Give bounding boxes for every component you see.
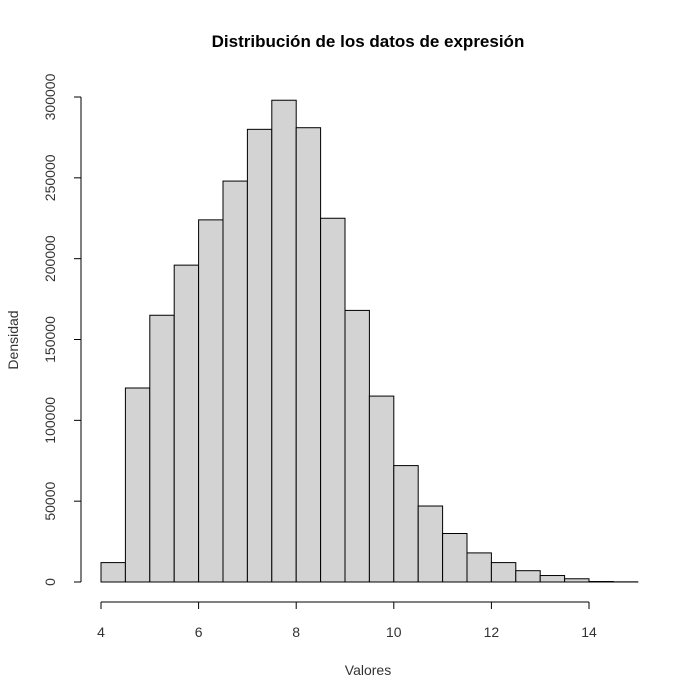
histogram-bar bbox=[466, 552, 492, 583]
y-tick-label: 250000 bbox=[42, 154, 58, 201]
histogram-bar bbox=[246, 128, 273, 583]
y-axis-label: Densidad bbox=[5, 310, 21, 369]
x-tick-label: 10 bbox=[386, 624, 402, 640]
y-tick-label: 300000 bbox=[42, 73, 58, 120]
histogram-bar bbox=[149, 314, 175, 583]
histogram-bar bbox=[124, 387, 151, 583]
x-tick-label: 6 bbox=[195, 624, 203, 640]
y-tick-label: 200000 bbox=[42, 235, 58, 282]
histogram-bar bbox=[393, 465, 419, 583]
histogram-bar bbox=[417, 505, 444, 583]
histogram-bar bbox=[564, 578, 590, 583]
histogram-bar bbox=[368, 395, 395, 583]
histogram-bar bbox=[320, 217, 346, 583]
histogram-bar bbox=[442, 533, 468, 583]
y-axis: 0 50000 100000 150000 200000 250000 300000 bbox=[42, 73, 82, 586]
histogram-bar bbox=[344, 309, 370, 583]
x-axis-label: Valores bbox=[345, 662, 391, 678]
histogram-bar bbox=[515, 570, 541, 583]
histogram-bar bbox=[100, 562, 126, 583]
bars-group bbox=[100, 99, 639, 583]
y-tick-label: 100000 bbox=[42, 397, 58, 444]
y-tick-label: 150000 bbox=[42, 316, 58, 363]
x-tick-label: 12 bbox=[484, 624, 500, 640]
histogram-bar bbox=[539, 575, 566, 583]
histogram-bar bbox=[490, 562, 517, 583]
x-tick-label: 14 bbox=[581, 624, 597, 640]
histogram-bar bbox=[271, 99, 297, 583]
x-tick-label: 8 bbox=[292, 624, 300, 640]
histogram-bar bbox=[295, 127, 322, 583]
y-tick-label: 50000 bbox=[42, 481, 58, 520]
histogram-bar bbox=[198, 219, 224, 583]
x-axis: 4 6 8 10 12 14 bbox=[97, 601, 597, 640]
chart-title: Distribución de los datos de expresión bbox=[212, 32, 525, 51]
histogram-bar bbox=[222, 180, 248, 583]
y-tick-label: 0 bbox=[42, 578, 58, 586]
x-tick-label: 4 bbox=[97, 624, 105, 640]
histogram-bar bbox=[173, 264, 200, 583]
